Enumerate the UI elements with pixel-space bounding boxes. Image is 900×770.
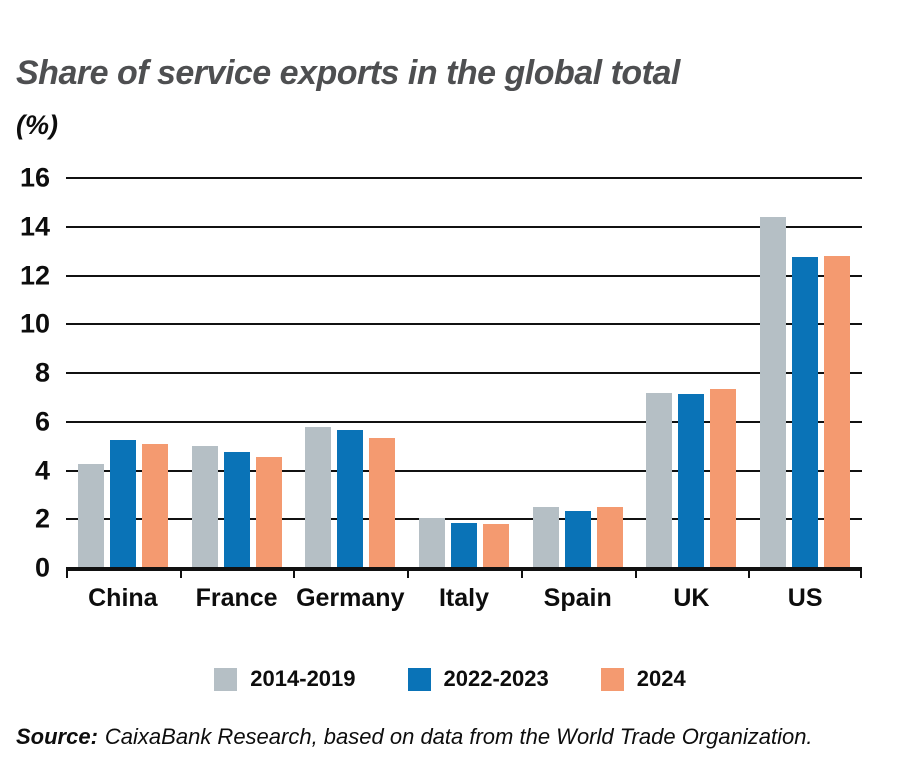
bar-italy-2014-2019	[419, 518, 445, 568]
bar-germany-2022-2023	[337, 430, 364, 568]
y-tick-label: 0	[34, 552, 50, 583]
source-label: Source:	[16, 724, 98, 749]
plot-area	[66, 177, 862, 578]
bar-china-2014-2019	[77, 464, 104, 568]
bar-france-2014-2019	[191, 446, 218, 568]
bar-china-2024	[141, 443, 168, 568]
grid-line	[66, 323, 862, 326]
x-category-label: UK	[673, 584, 710, 612]
bar-china-2022-2023	[109, 440, 136, 568]
legend-label: 2022-2023	[443, 666, 549, 691]
grid-line	[66, 372, 862, 374]
x-axis-tick	[748, 570, 751, 578]
y-tick-label: 4	[34, 455, 50, 485]
grid-line	[66, 225, 862, 228]
bar-france-2024	[255, 457, 282, 568]
grid-line	[66, 177, 862, 179]
x-axis-tick	[634, 570, 637, 578]
y-tick-label: 10	[19, 308, 50, 339]
x-axis-line	[66, 567, 862, 571]
bar-spain-2024	[596, 507, 623, 568]
grid-line	[66, 469, 862, 472]
legend-item: 2022-2023	[407, 666, 549, 692]
x-axis-tick	[860, 570, 862, 578]
x-axis-tick	[66, 570, 68, 578]
x-axis-tick	[407, 570, 410, 578]
grid-line	[66, 518, 862, 521]
chart-subtitle: (%)	[16, 110, 58, 140]
x-axis-labels: China France Germany Italy Spain UK US	[66, 568, 862, 614]
legend-swatch	[214, 667, 238, 691]
bar-italy-2024	[483, 524, 509, 568]
legend-label: 2014-2019	[250, 666, 356, 691]
bar-france-2022-2023	[223, 452, 250, 568]
bar-us-2024	[824, 256, 851, 568]
x-category-label: China	[88, 584, 158, 612]
grid-line	[66, 420, 862, 423]
x-axis-tick	[293, 570, 296, 578]
source-note: Source: CaixaBank Research, based on data…	[16, 724, 813, 750]
x-category-label: Germany	[296, 584, 405, 612]
chart-title: Share of service exports in the global t…	[16, 54, 680, 92]
legend: 2014-2019 2022-2023 2024	[0, 666, 900, 692]
x-axis-tick	[520, 570, 523, 578]
y-axis-labels: 0 2 4 6 8 10 12 14 16	[0, 164, 50, 581]
bar-germany-2024	[369, 437, 396, 568]
bar-germany-2014-2019	[305, 426, 332, 568]
grid-line	[66, 274, 862, 277]
bar-uk-2022-2023	[678, 393, 705, 568]
legend-swatch	[407, 667, 431, 691]
legend-label: 2024	[636, 666, 686, 691]
bar-spain-2014-2019	[532, 507, 559, 568]
x-axis-tick	[179, 570, 182, 578]
bar-uk-2024	[710, 388, 737, 568]
bar-uk-2014-2019	[646, 392, 673, 568]
y-tick-label: 2	[34, 503, 50, 534]
x-category-label: Italy	[438, 584, 490, 612]
legend-swatch	[600, 667, 624, 691]
bar-us-2022-2023	[792, 257, 819, 568]
y-tick-label: 14	[19, 211, 50, 242]
legend-item: 2024	[600, 666, 686, 692]
bar-us-2014-2019	[760, 217, 787, 568]
x-category-label: France	[195, 584, 278, 612]
y-tick-label: 6	[34, 406, 50, 437]
x-category-label: Spain	[543, 584, 612, 612]
x-category-label: US	[787, 584, 823, 612]
bar-italy-2022-2023	[451, 522, 477, 568]
bar-spain-2022-2023	[564, 510, 591, 568]
y-tick-label: 8	[34, 357, 50, 388]
y-tick-label: 16	[19, 162, 50, 193]
plot-wrap: 0 2 4 6 8 10 12 14 16 China France Germany Italy Spa…	[20, 164, 862, 612]
legend-item: 2014-2019	[214, 666, 356, 692]
source-text: CaixaBank Research, based on data from t…	[104, 724, 813, 749]
y-tick-label: 12	[19, 260, 50, 290]
